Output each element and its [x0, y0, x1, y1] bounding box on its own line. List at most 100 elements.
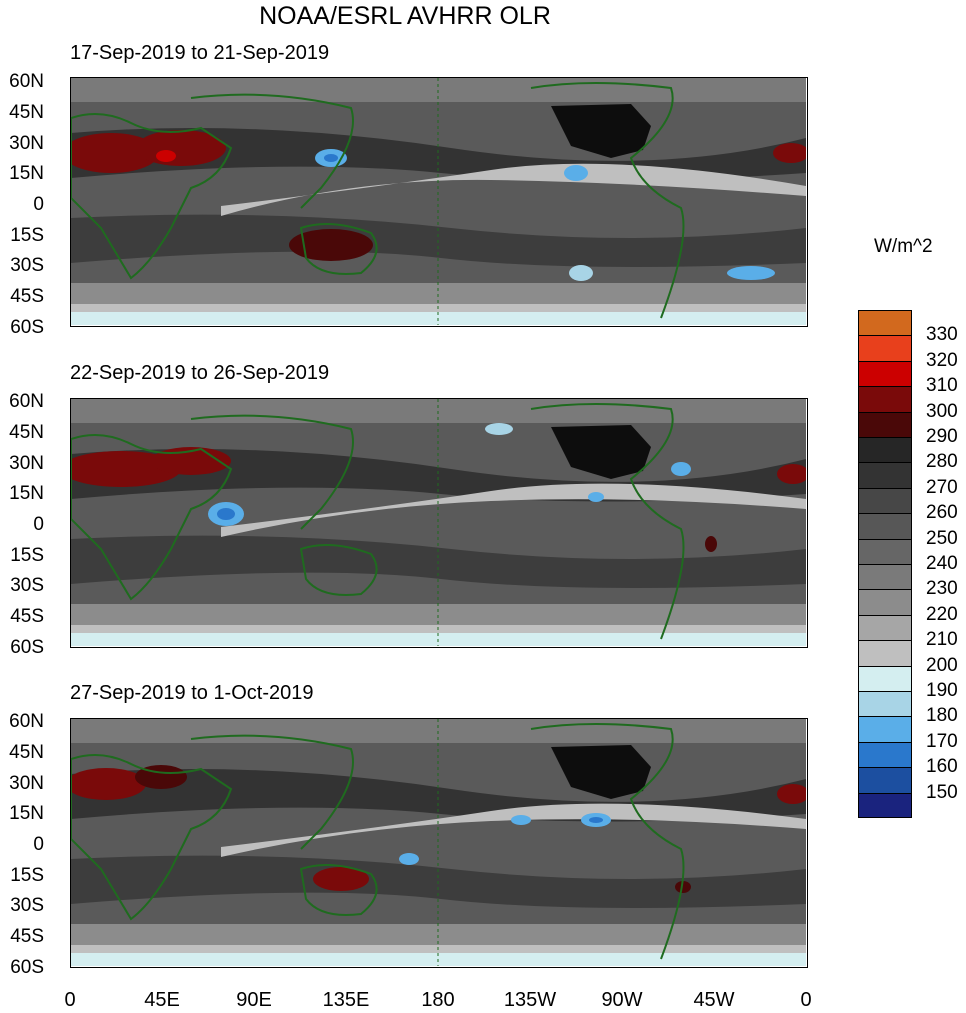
panel-2-olr-map — [70, 398, 808, 648]
colorbar-label: 320 — [926, 349, 958, 371]
north-pacific-cloud — [485, 423, 513, 435]
colorbar-label: 220 — [926, 603, 958, 625]
itcz-band — [221, 163, 806, 216]
colorbar-swatch — [858, 716, 912, 742]
colorbar-swatch — [858, 767, 912, 793]
east-pacific-convection-core — [589, 817, 603, 823]
lon-tick: 45E — [144, 989, 180, 1011]
east-pacific-convection — [588, 492, 604, 502]
lat-tick: 30S — [10, 895, 44, 916]
lat-tick: 60N — [9, 391, 44, 412]
colorbar-units-label: W/m^2 — [874, 236, 933, 257]
lon-tick: 135W — [503, 989, 557, 1011]
figure-title: NOAA/ESRL AVHRR OLR — [259, 2, 551, 30]
lon-tick: 180 — [421, 989, 455, 1011]
lat-tick: 30N — [9, 773, 44, 794]
sahara-wrap-hot — [777, 784, 806, 804]
south-pacific-cloud — [569, 265, 593, 281]
colorbar-label: 210 — [926, 629, 958, 651]
lat-tick: 60N — [9, 71, 44, 92]
colorbar-label: 260 — [926, 502, 958, 524]
colorbar-swatch — [858, 437, 912, 463]
colorbar-swatch — [858, 665, 912, 691]
australia-hot — [313, 867, 369, 891]
colorbar-label: 290 — [926, 426, 958, 447]
australia-hot — [289, 229, 373, 261]
colorbar-swatch — [858, 513, 912, 539]
arabia-hotspot — [156, 150, 176, 162]
lat-tick: 45N — [9, 422, 44, 443]
panel-3-olr-map — [70, 718, 808, 968]
coastlines — [71, 719, 685, 966]
south-america-hot — [675, 881, 691, 893]
coastlines — [71, 399, 685, 646]
itcz-band — [221, 803, 806, 857]
south-atlantic-convection — [727, 266, 775, 280]
panel-2-period-label: 22-Sep-2019 to 26-Sep-2019 — [70, 362, 330, 384]
lat-tick: 0 — [33, 834, 44, 855]
colorbar-label: 190 — [926, 680, 958, 701]
colorbar-swatch — [858, 462, 912, 488]
colorbar-swatch — [858, 487, 912, 514]
colorbar-swatch — [858, 741, 912, 768]
north-america-land — [551, 104, 651, 158]
colorbar-swatch — [858, 538, 912, 564]
lat-tick: 15S — [10, 545, 44, 566]
sahara-hot — [71, 768, 146, 800]
lat-tick: 60S — [10, 637, 44, 658]
colorbar-swatch — [858, 360, 912, 387]
lat-tick: 45S — [10, 926, 44, 947]
lat-tick: 45N — [9, 102, 44, 123]
colorbar-swatch — [858, 564, 912, 590]
itcz-band — [221, 483, 806, 537]
philippines-convection-core — [324, 154, 338, 162]
east-pacific-convection — [564, 165, 588, 181]
lat-tick: 15N — [9, 803, 44, 824]
atlantic-convection — [671, 462, 691, 476]
panel-2-map-svg — [71, 399, 806, 646]
lon-tick: 0 — [800, 989, 812, 1011]
lat-tick: 45S — [10, 606, 44, 627]
lat-tick: 60S — [10, 317, 44, 338]
colorbar-swatch — [858, 792, 912, 818]
colorbar-label: 150 — [926, 781, 958, 803]
colorbar-label: 240 — [926, 553, 958, 574]
lon-tick: 90W — [601, 989, 643, 1011]
colorbar-label: 310 — [926, 375, 958, 397]
north-america-land — [551, 425, 651, 479]
lon-tick: 135E — [322, 989, 370, 1011]
lat-tick: 0 — [33, 194, 44, 215]
panel-1-map-svg — [71, 78, 806, 325]
lat-tick: 30N — [9, 453, 44, 474]
colorbar-label: 180 — [926, 705, 958, 727]
north-america-land — [551, 745, 651, 799]
panel-1-olr-map — [70, 77, 808, 327]
lon-tick: 45W — [693, 989, 735, 1011]
colorbar-label: 170 — [926, 730, 958, 752]
lon-tick: 0 — [64, 989, 76, 1011]
sahara-wrap-hot — [773, 143, 806, 163]
sahara-hot — [71, 133, 159, 173]
lat-tick: 15N — [9, 483, 44, 504]
colorbar-label: 200 — [926, 654, 958, 676]
colorbar-swatch — [858, 386, 912, 412]
colorbar-swatch — [858, 310, 912, 336]
colorbar-label: 230 — [926, 578, 958, 600]
central-pacific-convection — [511, 815, 531, 825]
lat-tick: 0 — [33, 514, 44, 535]
lat-tick: 60N — [9, 711, 44, 732]
lat-tick: 45N — [9, 742, 44, 763]
colorbar-swatch — [858, 589, 912, 615]
lat-tick: 15S — [10, 225, 44, 246]
lat-tick: 45S — [10, 286, 44, 307]
colorbar-swatch — [858, 411, 912, 437]
colorbar-label: 330 — [926, 324, 958, 346]
lon-tick: 90E — [236, 989, 272, 1011]
colorbar-swatch — [858, 640, 912, 666]
colorbar-label: 280 — [926, 451, 958, 473]
colorbar-label: 300 — [926, 400, 958, 422]
south-pacific-convection — [399, 853, 419, 865]
lat-tick: 60S — [10, 957, 44, 978]
lat-tick: 30N — [9, 133, 44, 154]
colorbar-label: 160 — [926, 756, 958, 778]
